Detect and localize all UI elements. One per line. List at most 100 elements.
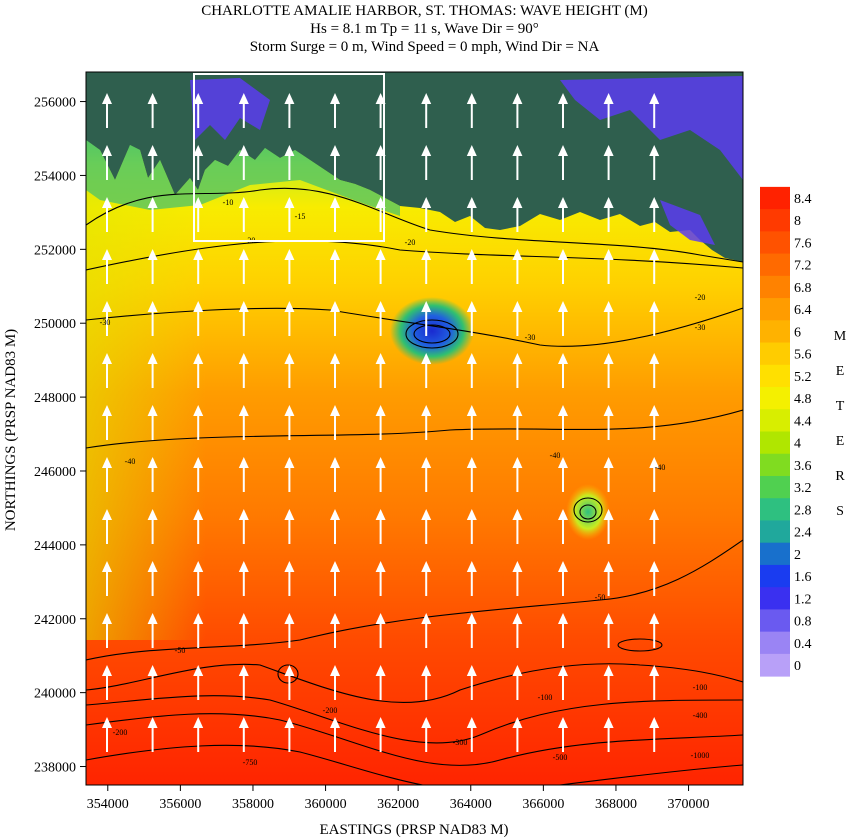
wave-arrow-head — [193, 717, 204, 728]
chart-title: CHARLOTTE AMALIE HARBOR, ST. THOMAS: WAV… — [201, 3, 648, 19]
colorbar-swatch — [760, 253, 790, 277]
wave-arrow-head — [238, 717, 249, 728]
wave-arrow-head — [512, 301, 523, 312]
colorbar-tick-label: 4 — [794, 437, 801, 452]
wave-arrow-head — [147, 93, 158, 104]
y-axis: 238000 240000 242000 244000 246000 248000 2500… — [34, 96, 86, 776]
wave-arrow-head — [558, 301, 568, 312]
wave-arrow-head — [147, 665, 158, 676]
wave-arrow-head — [330, 509, 340, 520]
wave-arrow-head — [558, 249, 568, 260]
colorbar-swatch — [760, 453, 790, 477]
contour-label: -10 — [223, 198, 234, 207]
wave-arrow-head — [421, 561, 432, 572]
x-tick-label: 366000 — [522, 797, 564, 812]
wave-arrow-head — [603, 145, 614, 156]
wave-arrow-head — [558, 613, 568, 624]
contour-label: -400 — [693, 711, 708, 720]
y-tick-label: 254000 — [34, 169, 76, 184]
colorbar-tick-label: 4.8 — [794, 392, 812, 407]
wave-arrow-head — [603, 197, 614, 208]
wave-arrow-head — [466, 717, 477, 728]
wave-arrow-head — [193, 301, 204, 312]
y-tick-label: 248000 — [34, 391, 76, 406]
wave-arrow-head — [330, 249, 340, 260]
wave-arrow-head — [649, 561, 660, 572]
colorbar-label-letter: E — [836, 434, 845, 449]
wave-arrow-head — [284, 405, 295, 416]
wave-arrow-head — [649, 145, 660, 156]
wave-arrow-head — [147, 405, 158, 416]
rock-shadow — [566, 484, 610, 540]
wave-arrow-head — [193, 249, 204, 260]
colorbar-swatch — [760, 231, 790, 255]
x-tick-label: 360000 — [305, 797, 347, 812]
colorbar-swatch — [760, 431, 790, 455]
contour-label: -20 — [405, 238, 416, 247]
wave-arrow-head — [330, 405, 340, 416]
wave-arrow-head — [421, 613, 432, 624]
x-tick-label: 362000 — [377, 797, 419, 812]
colorbar-tick-label: 5.6 — [794, 348, 812, 363]
chart-subtitle-1: Hs = 8.1 m Tp = 11 s, Wave Dir = 90° — [310, 21, 539, 37]
colorbar-swatch — [760, 631, 790, 655]
x-tick-label: 354000 — [87, 797, 129, 812]
wave-arrow-head — [238, 145, 249, 156]
contour-label: -30 — [695, 323, 706, 332]
colorbar-tick-label: 3.6 — [794, 459, 812, 474]
wave-arrow-head — [193, 665, 204, 676]
colorbar-swatch — [760, 587, 790, 610]
colorbar-swatch — [760, 542, 790, 566]
y-axis-label: NORTHINGS (PRSP NAD83 M) — [3, 329, 19, 531]
north-coast-blue — [190, 76, 743, 245]
wave-arrow-head — [512, 509, 523, 520]
colorbar-swatch — [760, 186, 790, 210]
wave-arrow-head — [649, 301, 660, 312]
wave-arrow-head — [466, 665, 477, 676]
wave-arrow-head — [284, 93, 295, 104]
wave-arrow-head — [193, 509, 204, 520]
wave-arrow-head — [603, 353, 614, 364]
colorbar-tick-label: 6.8 — [794, 281, 812, 296]
wave-arrow-head — [512, 405, 523, 416]
wave-arrow-head — [284, 717, 295, 728]
wave-arrow-head — [284, 301, 295, 312]
wave-arrow-head — [284, 665, 295, 676]
contour-label: -30 — [525, 333, 536, 342]
wave-arrow-head — [284, 561, 295, 572]
wave-arrow-head — [330, 93, 340, 104]
wave-arrow-head — [238, 613, 249, 624]
x-tick-label: 356000 — [159, 797, 201, 812]
wave-arrow-head — [102, 353, 112, 364]
wave-arrow-head — [375, 561, 386, 572]
wave-arrow-head — [558, 457, 568, 468]
wave-arrow-head — [330, 561, 340, 572]
study-area-box — [193, 73, 385, 242]
wave-arrow-head — [102, 405, 112, 416]
colorbar-swatch — [760, 209, 790, 232]
wave-arrow-head — [421, 405, 432, 416]
colorbar-tick-label: 1.6 — [794, 570, 812, 585]
wave-arrow-head — [421, 509, 432, 520]
wave-arrow-head — [466, 301, 477, 312]
wave-arrow-head — [330, 145, 340, 156]
colorbar-swatch — [760, 564, 790, 588]
wave-arrow-head — [649, 249, 660, 260]
wave-arrow-head — [102, 301, 112, 312]
wave-arrow-head — [649, 93, 660, 104]
x-axis: 354000 356000 358000 360000 362000 364000 3660… — [87, 785, 710, 812]
colorbar-swatch — [760, 364, 790, 388]
colorbar-label: M E T E R S — [834, 329, 847, 519]
wave-arrow-head — [102, 561, 112, 572]
colorbar-tick-label: 2 — [794, 548, 801, 563]
wave-arrow-head — [512, 197, 523, 208]
contour-label: -40 — [125, 457, 136, 466]
chart-subtitle-2: Storm Surge = 0 m, Wind Speed = 0 mph, W… — [249, 39, 600, 55]
colorbar-tick-label: 0.8 — [794, 615, 812, 630]
wave-arrow-head — [466, 145, 477, 156]
wave-arrow-head — [421, 717, 432, 728]
wave-arrow-head — [466, 197, 477, 208]
wave-arrow-head — [466, 457, 477, 468]
wave-arrow-head — [330, 665, 340, 676]
